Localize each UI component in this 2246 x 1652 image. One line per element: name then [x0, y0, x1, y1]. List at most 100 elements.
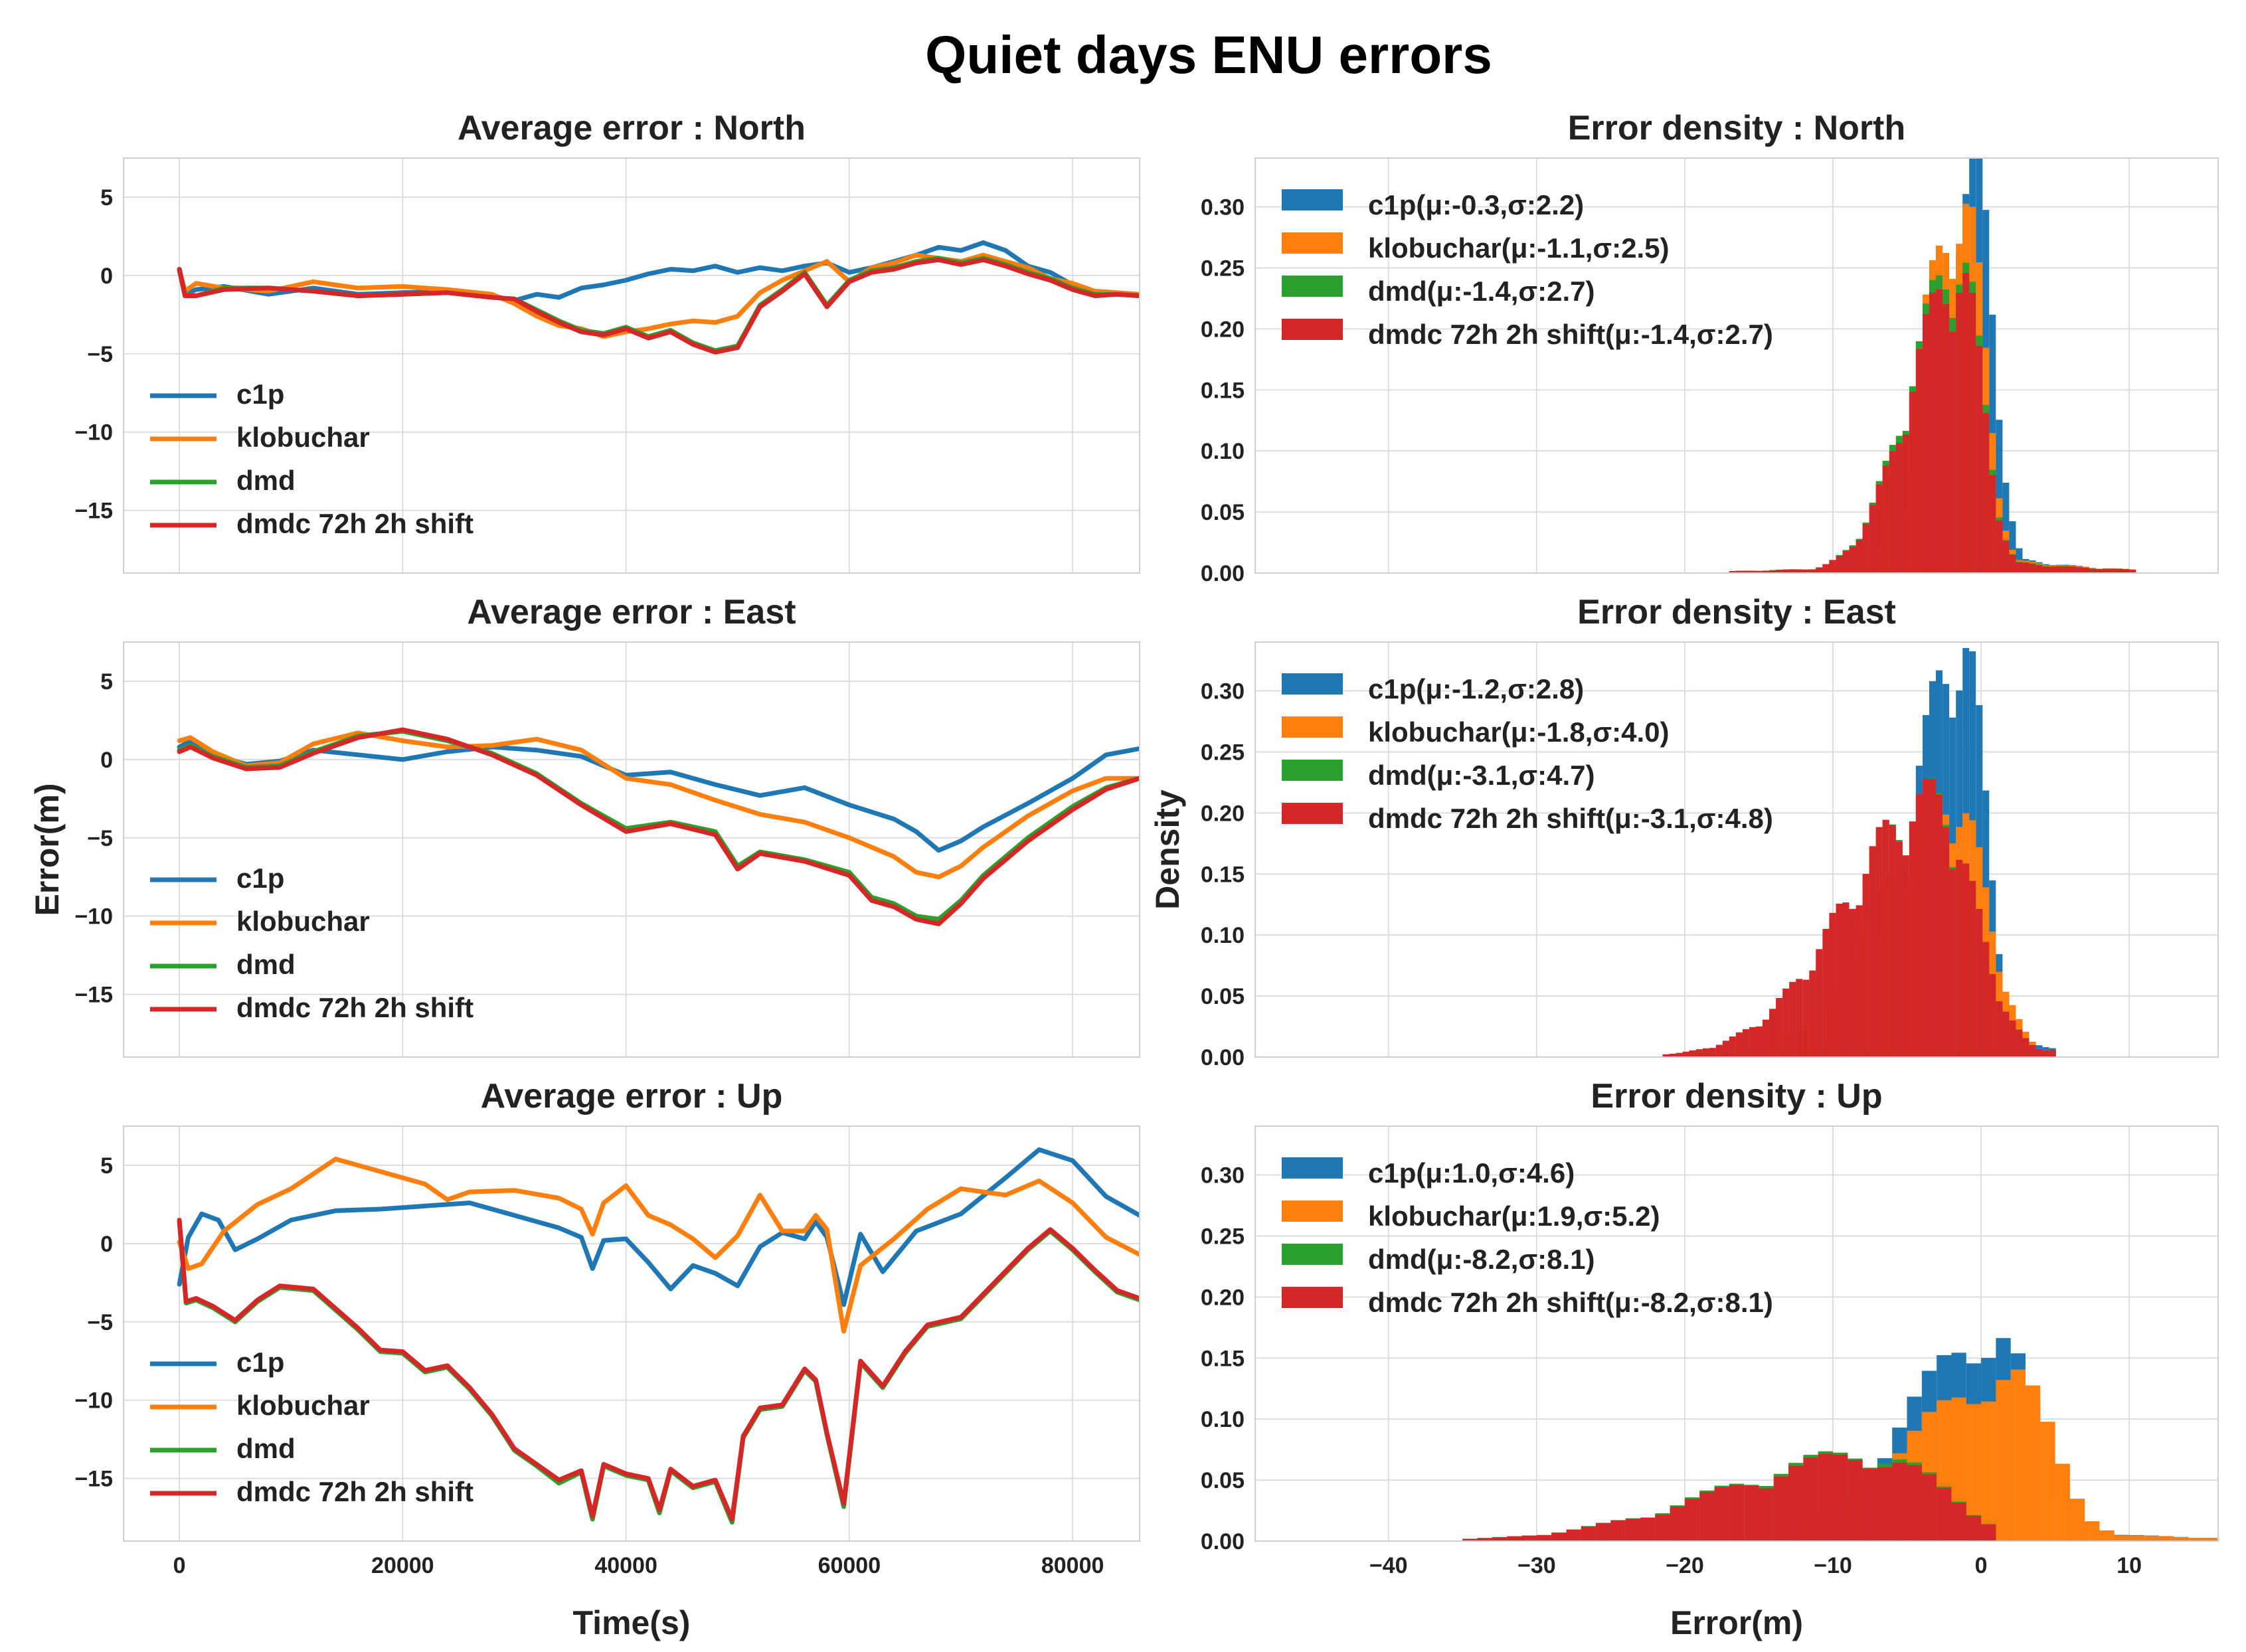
histogram-bar: [1788, 1465, 1804, 1541]
histogram-bar: [1895, 841, 1903, 1057]
histogram-bar: [2009, 1020, 2016, 1057]
plot-area: [1729, 158, 2136, 573]
histogram-bar: [1715, 1044, 1723, 1057]
y-tick-label: −10: [74, 1388, 113, 1414]
histogram-bar: [1776, 998, 1783, 1057]
y-tick-label: 5: [100, 669, 113, 695]
histogram-bar: [1803, 1457, 1818, 1541]
histogram-bar: [1477, 1538, 1492, 1541]
panel-title: Average error : East: [467, 593, 796, 631]
histogram-bar: [1742, 570, 1749, 573]
histogram-bar: [1869, 846, 1876, 1057]
histogram-bar: [1862, 524, 1869, 573]
histogram-bar: [2055, 1463, 2070, 1541]
histogram-bar: [1749, 1027, 1756, 1057]
histogram-bar: [1702, 1048, 1709, 1057]
plot-area: [1462, 1338, 2218, 1541]
histogram-bar: [1729, 1036, 1736, 1057]
y-tick-label: 0: [100, 264, 113, 289]
histogram-bar: [1714, 1487, 1729, 1541]
histogram-bar: [2029, 1044, 2036, 1057]
plot-area: [177, 240, 1140, 355]
y-tick-label: 0.25: [1201, 1224, 1245, 1249]
histogram-bar: [1856, 539, 1863, 573]
histogram-bar: [1996, 1380, 2011, 1541]
x-tick-label: 10: [2116, 1553, 2142, 1578]
histogram-bar: [2002, 540, 2010, 573]
histogram-bar: [1949, 868, 1956, 1057]
histogram-bar: [1966, 1515, 1982, 1541]
series-line-klobuchar: [177, 1157, 1140, 1334]
histogram-bar: [2075, 567, 2083, 573]
y-tick-label: 0.05: [1201, 1468, 1245, 1493]
histogram-bar: [2035, 1048, 2043, 1057]
y-tick-label: 0.00: [1201, 561, 1245, 586]
legend-swatch-dmd: [1282, 760, 1343, 781]
histogram-bar: [1763, 570, 1769, 573]
histogram-bar: [2109, 568, 2116, 573]
histogram-bar: [1921, 1474, 1937, 1541]
series-line-klobuchar: [177, 252, 1140, 339]
y-tick-label: 5: [100, 1153, 113, 1179]
histogram-bar: [2010, 1369, 2026, 1541]
legend-label-dmdc: dmdc 72h 2h shift: [236, 1476, 474, 1507]
series-line-c1p: [177, 1147, 1140, 1307]
x-tick-label: 60000: [818, 1553, 881, 1578]
legend-label-c1p: c1p(μ:1.0,σ:4.6): [1368, 1157, 1575, 1189]
histogram-bar: [2022, 562, 2030, 573]
histogram-bar: [1640, 1518, 1656, 1541]
histogram-bar: [1521, 1535, 1537, 1541]
histogram-bar: [1936, 289, 1943, 573]
legend-swatch-dmdc: [1282, 803, 1343, 824]
histogram-bar: [1829, 912, 1836, 1057]
histogram-bar: [1996, 420, 2003, 573]
legend: c1p(μ:1.0,σ:4.6) klobuchar(μ:1.9,σ:5.2) dm…: [1282, 1157, 1773, 1318]
histogram-bar: [1889, 451, 1896, 573]
histogram-bar: [2049, 1050, 2056, 1057]
y-tick-label: −5: [87, 1310, 113, 1335]
legend-swatch-dmd: [1282, 276, 1343, 297]
x-axis-label: Error(m): [1670, 1604, 1803, 1641]
legend-swatch-c1p: [1282, 1157, 1343, 1179]
series-line-dmdc: [177, 1218, 1140, 1522]
y-axis-label: Density: [1149, 789, 1186, 910]
y-tick-label: 5: [100, 185, 113, 210]
histogram-bar: [1729, 571, 1736, 573]
histogram-bar: [1951, 1502, 1966, 1541]
histogram-bar: [2002, 1011, 2010, 1057]
histogram-bar: [1802, 979, 1810, 1057]
histogram-bar: [1849, 546, 1856, 573]
plot-area: [1662, 647, 2056, 1057]
legend-label-klobuchar: klobuchar: [236, 906, 370, 937]
y-tick-label: 0.25: [1201, 256, 1245, 281]
histogram-bar: [1773, 1476, 1789, 1541]
legend-swatch-c1p: [1282, 189, 1343, 210]
histogram-bar: [2116, 568, 2123, 573]
x-tick-label: 20000: [371, 1553, 434, 1578]
series-bars-dmdc: [1662, 778, 2056, 1057]
histogram-bar: [1982, 413, 1990, 573]
histogram-bar: [1966, 1404, 1982, 1541]
histogram-bar: [1744, 1485, 1759, 1541]
histogram-bar: [2002, 483, 2010, 573]
legend-label-c1p: c1p(μ:-1.2,σ:2.8): [1368, 673, 1584, 704]
histogram-bar: [1699, 1492, 1715, 1541]
histogram-bar: [1915, 794, 1923, 1057]
histogram-bar: [1816, 567, 1823, 573]
histogram-bar: [1937, 1487, 1952, 1541]
y-tick-label: 0.20: [1201, 317, 1245, 342]
histogram-bar: [1735, 1032, 1743, 1057]
histogram-bar: [2009, 521, 2016, 573]
panel-title: Average error : Up: [481, 1077, 783, 1115]
x-tick-label: 80000: [1041, 1553, 1104, 1578]
panels: Average error : North 5 0 −5 −10 −15 c1p klobuc…: [29, 109, 2219, 1641]
histogram-bar: [1996, 520, 2003, 573]
legend-swatch-c1p: [1282, 673, 1343, 695]
histogram-bar: [2016, 562, 2023, 573]
histogram-bar: [1882, 819, 1889, 1057]
legend-label-c1p: c1p: [236, 1347, 284, 1378]
y-tick-label: 0.05: [1201, 500, 1245, 525]
y-tick-label: 0.10: [1201, 923, 1245, 948]
histogram-bar: [2035, 565, 2043, 573]
